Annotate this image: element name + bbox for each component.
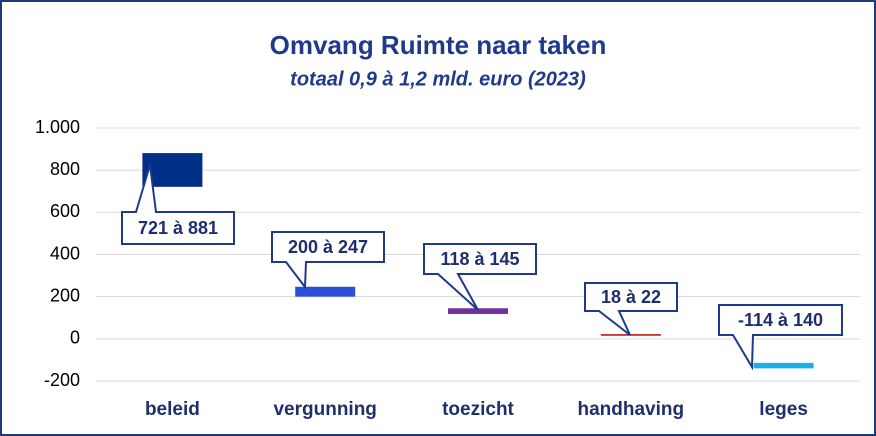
bar bbox=[295, 286, 356, 297]
y-tick-label: 1.000 bbox=[35, 117, 80, 137]
callout-box bbox=[718, 304, 843, 371]
data-label: 118 à 145 bbox=[440, 249, 519, 269]
callout-box bbox=[121, 164, 235, 245]
y-tick-label: -200 bbox=[44, 370, 80, 390]
chart-title: Omvang Ruimte naar taken bbox=[270, 30, 607, 60]
y-tick-label: 0 bbox=[70, 328, 80, 348]
y-tick-label: 200 bbox=[50, 285, 80, 305]
data-label: 721 à 881 bbox=[138, 218, 218, 238]
bar bbox=[600, 334, 661, 336]
x-tick-label: handhaving bbox=[577, 399, 684, 420]
x-tick-label: leges bbox=[759, 399, 808, 420]
callout-box bbox=[584, 282, 678, 336]
callout-box bbox=[423, 243, 537, 311]
y-tick-label: 600 bbox=[50, 201, 80, 221]
x-tick-label: vergunning bbox=[273, 399, 376, 420]
data-label: 18 à 22 bbox=[601, 287, 661, 307]
bar bbox=[753, 362, 814, 369]
y-tick-label: 400 bbox=[50, 243, 80, 263]
data-label: -114 à 140 bbox=[738, 310, 823, 330]
x-tick-label: beleid bbox=[145, 399, 200, 420]
x-tick-label: toezicht bbox=[442, 399, 514, 420]
callout-box bbox=[271, 231, 385, 290]
bar bbox=[448, 308, 508, 314]
chart-subtitle: totaal 0,9 à 1,2 mld. euro (2023) bbox=[290, 68, 586, 90]
data-label: 200 à 247 bbox=[288, 237, 368, 257]
y-tick-label: 800 bbox=[50, 159, 80, 179]
